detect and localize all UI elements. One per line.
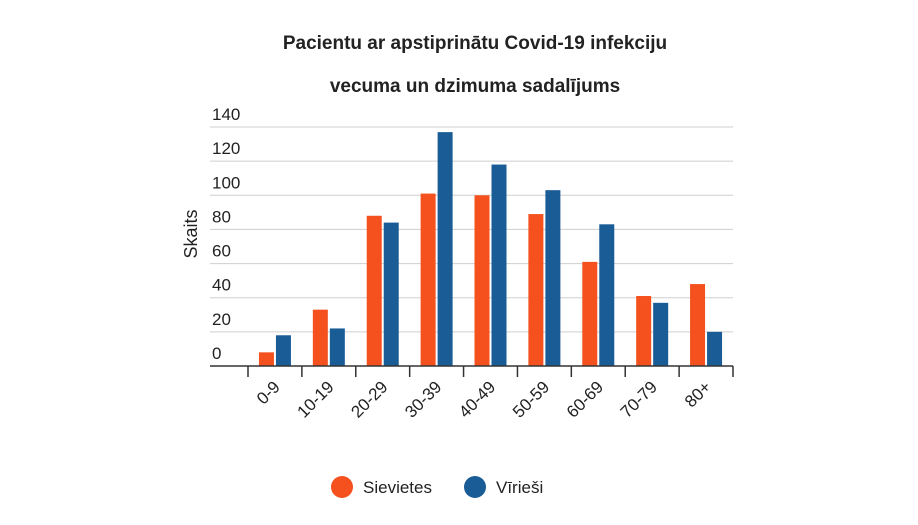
y-tick-label-40: 40 <box>212 276 231 295</box>
y-axis-title: Skaits <box>181 209 201 258</box>
legend-label-virriesi: Vīrieši <box>496 478 543 497</box>
bar-virriesi-80+ <box>707 331 723 366</box>
legend: Sievietes Vīrieši <box>331 476 543 498</box>
chart-title: Pacientu ar apstiprinātu Covid-19 infekc… <box>283 33 667 97</box>
y-tick-label-20: 20 <box>212 310 231 329</box>
bar-virriesi-40-49 <box>491 164 507 366</box>
bar-virriesi-50-59 <box>545 190 561 366</box>
x-axis: 0-9 10-19 20-29 30-39 40-49 50-59 60-69 70-79 80… <box>210 365 734 422</box>
bar-sievietes-50-59 <box>528 214 544 366</box>
bar-virriesi-30-39 <box>437 132 453 366</box>
x-tick-label-0-9: 0-9 <box>253 377 284 408</box>
y-tick-label-0: 0 <box>212 344 221 363</box>
y-tick-label-120: 120 <box>212 139 240 158</box>
bar-sievietes-60-69 <box>582 261 598 366</box>
chart-title-line-2: vecuma un dzimuma sadalījums <box>330 76 620 97</box>
x-tick-label-50-59: 50-59 <box>509 377 553 421</box>
x-tick-label-20-29: 20-29 <box>347 377 391 421</box>
x-tick-label-70-79: 70-79 <box>617 377 661 421</box>
bar-sievietes-30-39 <box>420 193 436 366</box>
bar-virriesi-0-9 <box>275 335 291 366</box>
bar-virriesi-20-29 <box>383 222 399 366</box>
x-tick-label-40-49: 40-49 <box>455 377 499 421</box>
legend-label-sievietes: Sievietes <box>363 478 432 497</box>
y-tick-label-140: 140 <box>212 105 240 124</box>
bars <box>258 132 723 366</box>
bar-sievietes-20-29 <box>366 215 382 366</box>
chart-title-line-1: Pacientu ar apstiprinātu Covid-19 infekc… <box>283 33 667 54</box>
x-tick-label-30-39: 30-39 <box>401 377 445 421</box>
y-tick-label-100: 100 <box>212 173 240 192</box>
bar-virriesi-10-19 <box>329 328 345 366</box>
legend-swatch-virriesi <box>464 476 486 498</box>
bar-sievietes-0-9 <box>258 352 274 366</box>
y-tick-label-80: 80 <box>212 207 231 226</box>
x-tick-label-60-69: 60-69 <box>563 377 607 421</box>
x-tick-label-10-19: 10-19 <box>293 377 337 421</box>
legend-swatch-sievietes <box>331 476 353 498</box>
y-tick-label-60: 60 <box>212 242 231 261</box>
y-axis-ticks: 0 20 40 60 80 100 120 140 <box>212 105 240 363</box>
x-tick-label-80+: 80+ <box>681 377 715 411</box>
gridlines <box>210 126 733 367</box>
bar-sievietes-10-19 <box>312 309 328 366</box>
bar-sievietes-70-79 <box>636 296 652 366</box>
bar-sievietes-40-49 <box>474 195 490 366</box>
bar-virriesi-70-79 <box>653 302 669 366</box>
bar-sievietes-80+ <box>690 284 706 366</box>
bar-virriesi-60-69 <box>599 224 615 366</box>
